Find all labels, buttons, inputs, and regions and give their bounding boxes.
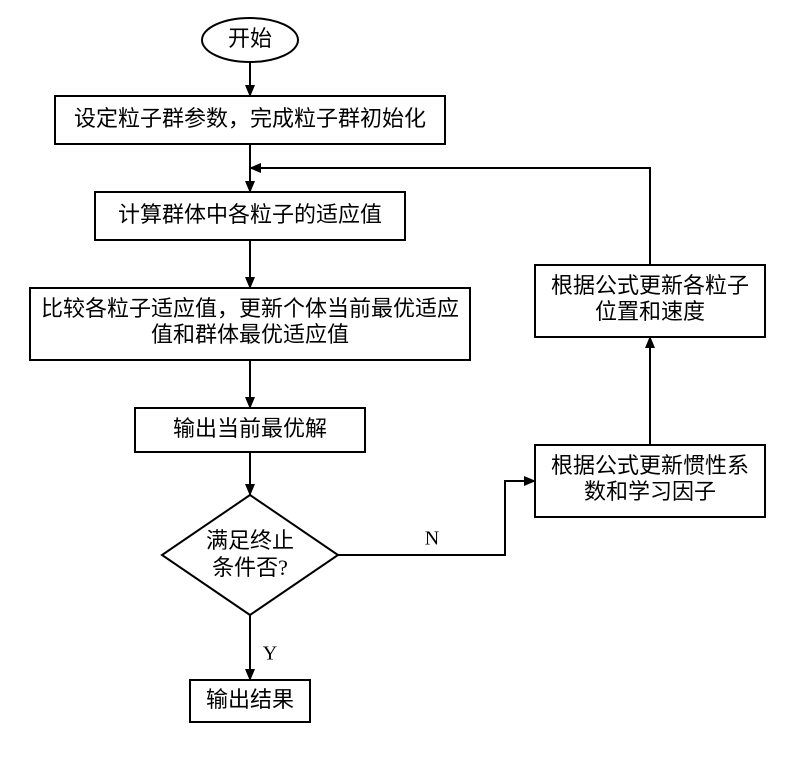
node-start-label: 开始 [228,26,272,51]
node-output-best-label: 输出当前最优解 [173,416,327,441]
edge-label-no: N [425,528,439,550]
node-update-inertia-label-1: 根据公式更新惯性系 [551,453,749,478]
node-update-position-label-1: 根据公式更新各粒子 [551,273,749,298]
edge-label-yes: Y [263,643,277,665]
node-decision-label-2: 条件否? [212,555,288,580]
node-update-inertia-label-2: 数和学习因子 [584,479,716,504]
node-decision-label-1: 满足终止 [206,528,294,553]
node-init-label: 设定粒子群参数，完成粒子群初始化 [74,106,426,131]
node-compare-label-1: 比较各粒子适应值，更新个体当前最优适应 [41,296,459,321]
node-compare-label-2: 值和群体最优适应值 [151,322,349,347]
node-update-position-label-2: 位置和速度 [595,299,705,324]
node-result-label: 输出结果 [206,687,294,712]
node-fitness-label: 计算群体中各粒子的适应值 [118,202,382,227]
flowchart: 开始 设定粒子群参数，完成粒子群初始化 计算群体中各粒子的适应值 比较各粒子适应… [0,0,800,767]
